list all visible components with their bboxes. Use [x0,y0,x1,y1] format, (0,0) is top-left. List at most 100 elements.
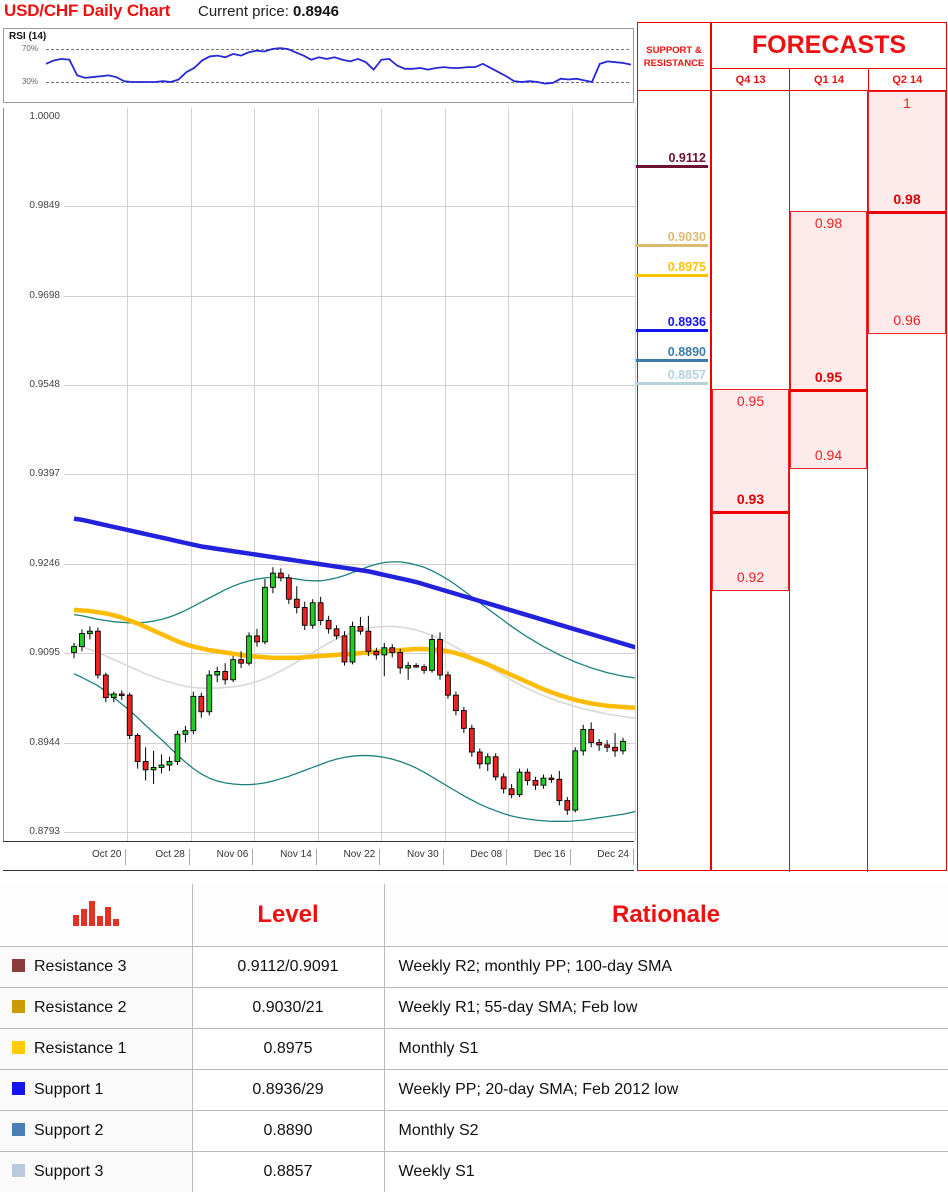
levels-table-body: Resistance 3 0.9112/0.9091 Weekly R2; mont… [0,945,948,1192]
forecast-quarter-label: Q2 14 [868,69,946,91]
forecast-mid-value: 0.95 [814,369,843,385]
forecast-high-value: 1 [903,95,911,111]
level-name-cell: Resistance 3 [0,945,193,988]
rsi-tick-70: 70% [21,44,38,53]
sr-heading-line1: SUPPORT & [646,44,702,56]
level-name-cell: Support 3 [0,1150,193,1192]
table-row: Resistance 2 0.9030/21 Weekly R1; 55-day S… [0,986,948,1029]
sr-level-value: 0.9030 [667,230,706,244]
rsi-label: RSI (14) [9,31,47,42]
level-name-label: Resistance 1 [34,1039,127,1057]
rsi-panel: RSI (14) 70% 30% [3,28,634,103]
level-value-cell: 0.8975 [191,1027,385,1070]
forecast-column: 0.98 0.95 0.94 [790,91,868,872]
forecast-mid-line [868,211,946,214]
table-row: Support 2 0.8890 Monthly S2 [0,1109,948,1152]
gridline-horizontal [64,563,635,565]
level-name-label: Support 2 [34,1121,104,1139]
x-axis-tick: Nov 14 [253,849,317,865]
gridline-horizontal [64,295,635,297]
forecast-mid-value: 0.98 [893,191,921,207]
level-value-cell: 0.8936/29 [191,1068,385,1111]
level-value-cell: 0.9112/0.9091 [191,945,385,988]
page-title: USD/CHF Daily Chart [4,1,171,20]
gridline-horizontal [64,832,635,833]
color-swatch-icon [12,1163,25,1177]
gridline-horizontal [64,742,635,744]
x-axis-tick: Dec 08 [444,849,508,865]
x-axis-tick: Dec 24 [571,849,634,865]
table-row: Support 1 0.8936/29 Weekly PP; 20-day SMA;… [0,1068,948,1111]
forecasts-panel: FORECASTS Q4 13 Q1 14 Q2 14 0.95 0.93 0.92 0.… [711,22,947,872]
level-name-cell: Resistance 2 [0,986,193,1029]
level-value-cell: 0.9030/21 [191,986,385,1029]
support-resistance-panel: SUPPORT & RESISTANCE 0.9112 0.9030 0.8975 0… [636,22,711,871]
levels-table: Level Rationale Resistance 3 0.9112/0.909… [0,884,948,1192]
sr-level-line [636,329,708,332]
forecast-high-value: 0.95 [736,393,765,409]
forecast-column: 0.95 0.93 0.92 [712,91,790,872]
level-name-label: Resistance 2 [34,998,127,1016]
forecast-column: 1 0.98 0.96 [868,91,946,872]
current-price-label: Current price: [198,3,289,20]
table-row: Support 3 0.8857 Weekly S1 [0,1150,948,1192]
rsi-gridline-30 [46,82,629,83]
level-value-cell: 0.8890 [191,1109,385,1152]
rationale-cell: Monthly S2 [383,1109,948,1152]
current-price-value: 0.8946 [293,3,339,20]
gridline-vertical [254,108,256,841]
sr-level-value: 0.8857 [667,368,706,382]
bar-chart-icon [72,896,119,927]
level-value-cell: 0.8857 [191,1150,385,1192]
sr-level-marker: 0.8936 [636,315,708,332]
gridline-vertical [444,108,446,841]
forecast-low-value: 0.92 [736,569,765,585]
levels-table-wrapper: Level Rationale Resistance 3 0.9112/0.909… [0,884,948,1192]
chart-header: USD/CHF Daily Chart Current price: 0.894… [0,0,948,24]
forecast-low-value: 0.96 [893,312,921,328]
y-axis-tick: 1.0000 [29,111,60,122]
y-axis-tick: 0.9698 [29,289,60,301]
forecast-range-box [712,389,789,591]
rationale-cell: Weekly PP; 20-day SMA; Feb 2012 low [383,1068,948,1111]
sr-level-marker: 0.8890 [636,345,708,362]
sr-level-line [636,382,708,385]
forecasts-title: FORECASTS [712,23,946,69]
rsi-gridline-70 [46,49,629,50]
sr-level-value: 0.8890 [667,345,706,359]
gridline-horizontal [64,384,635,386]
table-row: Resistance 3 0.9112/0.9091 Weekly R2; mont… [0,945,948,988]
sr-level-value: 0.9112 [668,151,706,165]
forecast-range-box [790,211,867,469]
current-price: Current price: 0.8946 [198,3,339,20]
rationale-cell: Weekly S1 [383,1150,948,1192]
gridline-vertical [317,108,319,841]
x-axis: Oct 20 Oct 28 Nov 06 Nov 14 Nov 22 Nov 30 Dec … [3,841,634,871]
rsi-line-chart [45,47,632,85]
candlestick-chart [71,516,635,822]
sr-level-marker: 0.8857 [636,368,708,385]
y-axis-tick: 0.8944 [29,736,60,748]
y-axis-tick: 0.9397 [29,468,60,480]
gridline-vertical [508,108,510,841]
forecast-mid-value: 0.93 [736,491,765,507]
price-chart-panel: 1.0000 0.9849 0.9698 0.9548 0.9397 0.9246 0.90… [3,108,636,841]
gridline-horizontal [64,474,635,476]
x-axis-tick: Oct 20 [63,849,127,865]
color-swatch-icon [12,999,25,1013]
gridline-vertical [635,108,636,841]
x-axis-tick: Nov 06 [190,849,254,865]
sr-heading-line2: RESISTANCE [643,57,705,69]
sr-level-value: 0.8936 [667,315,706,329]
forecast-mid-line [712,511,789,514]
support-resistance-heading: SUPPORT & RESISTANCE [638,23,710,91]
forecast-quarter-headers: Q4 13 Q1 14 Q2 14 [712,69,946,91]
sr-level-line [636,244,708,247]
x-axis-tick: Dec 16 [507,849,571,865]
forecast-high-value: 0.98 [814,215,843,231]
x-axis-tick: Oct 28 [126,849,190,865]
level-name-label: Resistance 3 [34,957,127,975]
table-header-icon [0,884,193,947]
sr-level-line [636,274,708,277]
level-name-cell: Support 1 [0,1068,193,1111]
